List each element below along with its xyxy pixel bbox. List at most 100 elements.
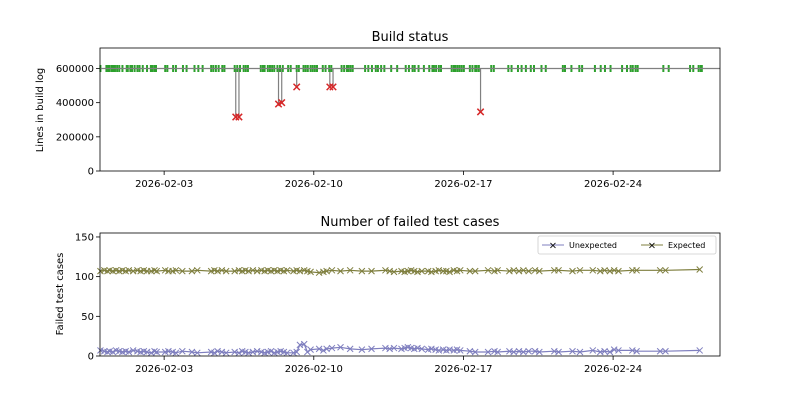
series-expected-point (519, 266, 527, 274)
point-stroke (296, 267, 304, 275)
point-stroke (615, 347, 622, 354)
series-unexpected-point (656, 347, 664, 355)
point-stroke (153, 348, 161, 356)
point-stroke (277, 266, 285, 274)
point-stroke (169, 348, 177, 356)
point-stroke (280, 348, 288, 356)
point-stroke (337, 267, 344, 275)
point-stroke (172, 266, 180, 274)
point-stroke (494, 266, 502, 274)
point-stroke (615, 267, 622, 275)
series-expected-point (104, 267, 111, 275)
failure-marker (476, 108, 485, 116)
failed-tests-panel: Number of failed test cases Failed test … (55, 215, 721, 375)
point-stroke (358, 267, 366, 275)
failed-tests-y-tick-label: 100 (75, 272, 94, 283)
point-stroke (222, 349, 230, 357)
point-stroke (328, 266, 336, 274)
series-expected-point (172, 266, 180, 274)
point-stroke (589, 266, 597, 274)
series-expected-point (418, 267, 426, 275)
build-status-panel: Build status Lines in build log 0 200000 4… (35, 30, 721, 190)
series-unexpected-point (576, 348, 584, 356)
series-expected-point (494, 266, 502, 274)
failure-marker-stroke (235, 113, 243, 121)
point-stroke (129, 267, 137, 275)
point-stroke (211, 349, 218, 357)
series-unexpected-point (193, 349, 201, 357)
failed-tests-plot-area: 0 50 100 150 2026-02-03 2026-02-10 2026-02-17 2… (75, 232, 704, 375)
failed-tests-y-tick-label: 150 (75, 232, 94, 243)
point-stroke (134, 347, 141, 355)
point-stroke (484, 348, 492, 356)
series-unexpected-point (484, 348, 492, 356)
point-stroke (238, 347, 246, 355)
point-stroke (576, 348, 584, 356)
series-expected-point (390, 268, 398, 276)
point-stroke (525, 267, 533, 275)
series-expected-point (153, 267, 161, 275)
failed-tests-y-label: Failed test cases (55, 253, 66, 336)
series-unexpected-point (466, 347, 474, 355)
series-expected-point (337, 267, 344, 275)
failure-marker (277, 98, 286, 107)
point-stroke (161, 266, 169, 274)
point-stroke (235, 266, 243, 274)
point-stroke (466, 267, 474, 275)
build-status-y-tick-label: 0 (88, 167, 94, 178)
series-unexpected-point (151, 347, 158, 355)
point-stroke (510, 348, 518, 356)
point-stroke (633, 347, 640, 355)
series-expected-point (555, 266, 562, 274)
point-stroke (696, 266, 704, 273)
series-unexpected-point (696, 347, 704, 354)
series-expected-point (589, 266, 597, 274)
point-stroke (304, 267, 311, 275)
series-expected-point (178, 267, 186, 275)
point-stroke (304, 348, 311, 356)
series-unexpected-point (390, 344, 398, 352)
series-expected-point (323, 267, 330, 275)
series-unexpected-point (104, 348, 111, 356)
point-stroke (151, 347, 158, 355)
series-unexpected-point (315, 345, 323, 353)
point-stroke (172, 349, 180, 357)
point-stroke (398, 267, 405, 275)
series-unexpected-point (337, 343, 344, 351)
series-unexpected-point (267, 347, 275, 355)
series-unexpected-point (346, 345, 354, 353)
point-stroke (606, 348, 614, 356)
point-stroke (368, 267, 375, 275)
point-stroke (368, 345, 375, 353)
series-unexpected-point (606, 348, 614, 356)
point-stroke (140, 347, 148, 355)
point-stroke (100, 266, 108, 274)
point-stroke (569, 347, 576, 355)
series-expected-point (615, 267, 622, 275)
series-unexpected-point (172, 349, 180, 357)
series-expected-point (662, 266, 669, 274)
series-unexpected-point (662, 347, 669, 355)
point-stroke (231, 267, 239, 275)
point-stroke (296, 341, 304, 349)
series-unexpected-point (471, 348, 479, 356)
point-stroke (235, 349, 243, 357)
point-stroke (446, 268, 453, 276)
series-expected-point (601, 266, 608, 274)
series-unexpected-point (615, 347, 622, 354)
point-stroke (178, 347, 186, 355)
failed-tests-x-tick-label: 2026-02-10 (285, 364, 343, 375)
point-stroke (300, 266, 308, 274)
point-stroke (555, 348, 562, 356)
point-stroke (404, 343, 412, 351)
series-unexpected-point (222, 349, 230, 357)
series-expected-point (466, 267, 474, 275)
series-unexpected-point (633, 347, 640, 355)
series-unexpected-point (109, 348, 117, 356)
point-stroke (337, 343, 344, 351)
series-unexpected-point (178, 347, 186, 355)
point-stroke (264, 266, 272, 274)
series-expected-point (346, 266, 354, 274)
legend-entry-expected: × Expected (641, 241, 705, 252)
